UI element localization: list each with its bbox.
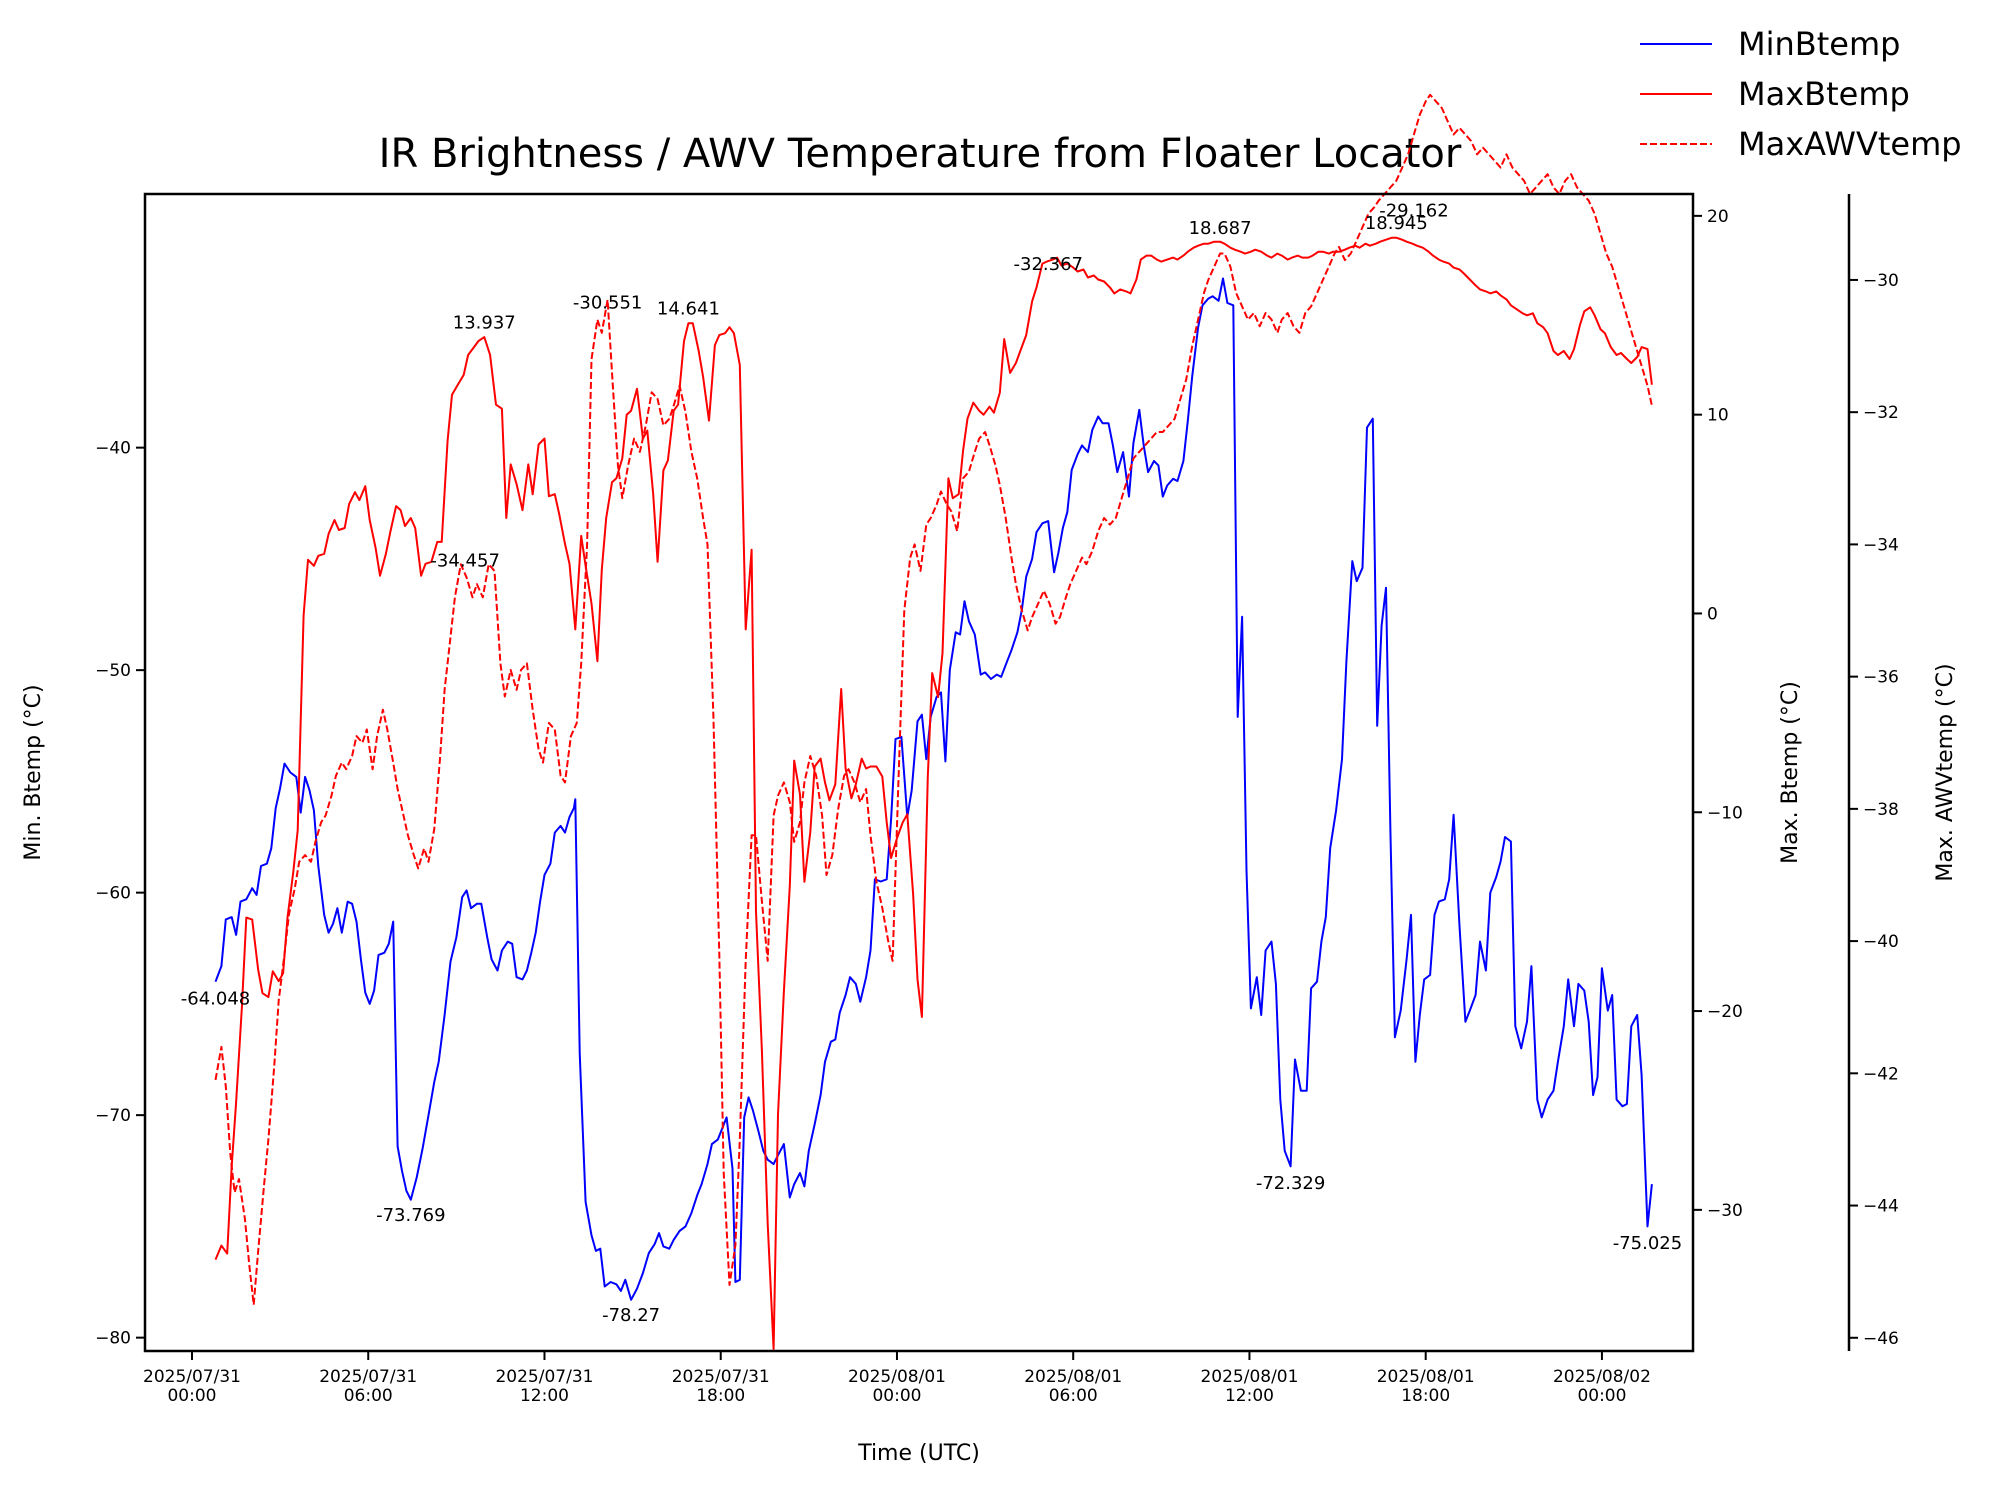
data-label: -75.025	[1613, 1233, 1682, 1254]
data-label: 18.687	[1189, 218, 1252, 239]
y-tick-label: −20	[1707, 1002, 1743, 1022]
x-tick-label-date: 2025/08/02	[1553, 1367, 1651, 1387]
x-tick-label-time: 00:00	[872, 1386, 921, 1406]
y-tick-label: −34	[1863, 535, 1899, 555]
x-tick-label-time: 00:00	[167, 1386, 216, 1406]
x-tick-label-time: 06:00	[344, 1386, 393, 1406]
x-tick-label-time: 18:00	[1401, 1386, 1450, 1406]
data-label: -64.048	[181, 989, 250, 1010]
y-axis-label-awv: Max. AWVtemp (°C)	[1933, 663, 1958, 881]
x-tick-label-time: 00:00	[1577, 1386, 1626, 1406]
legend-label-minbtemp: MinBtemp	[1738, 25, 1900, 63]
data-label: -73.769	[376, 1205, 445, 1226]
y-axis-label-max: Max. Btemp (°C)	[1778, 681, 1803, 864]
y-tick-label: −32	[1863, 403, 1899, 423]
data-label: 18.945	[1365, 213, 1428, 234]
legend: MinBtemp MaxBtemp MaxAWVtemp	[1640, 25, 1962, 163]
y-tick-label: −36	[1863, 668, 1899, 688]
y-axis-label-min: Min. Btemp (°C)	[21, 684, 46, 860]
y-tick-label: −80	[95, 1329, 131, 1349]
x-tick-label-time: 06:00	[1049, 1386, 1098, 1406]
y-tick-label: −42	[1863, 1064, 1899, 1084]
series-layer	[214, 93, 1653, 1350]
y-tick-label: −38	[1863, 800, 1899, 820]
y-tick-label: 10	[1707, 406, 1729, 426]
y-tick-label: 20	[1707, 207, 1729, 227]
x-tick-label-date: 2025/08/01	[848, 1367, 946, 1387]
x-tick-label-time: 12:00	[1225, 1386, 1274, 1406]
y-tick-label: −46	[1863, 1329, 1899, 1349]
x-tick-label-date: 2025/07/31	[495, 1367, 593, 1387]
x-tick-label-time: 18:00	[696, 1386, 745, 1406]
series-line-minbtemp	[214, 277, 1653, 1301]
annotation-layer: -64.048 -73.769 -78.27 -32.367 -72.329 -75.02…	[181, 201, 1682, 1327]
x-tick-label-time: 12:00	[520, 1386, 569, 1406]
x-tick-label-date: 2025/07/31	[319, 1367, 417, 1387]
plot-frame	[143, 192, 1695, 1353]
data-label: -29.162	[1379, 201, 1448, 222]
y-axis-min-btemp: −80 −70 −60 −50 −40 Min. Btemp (°C)	[21, 439, 145, 1349]
y-tick-label: −60	[95, 884, 131, 904]
data-label: -78.27	[602, 1305, 660, 1326]
data-label: -34.457	[430, 551, 499, 572]
y-axis-max-awvtemp: −46 −44 −42 −40 −38 −36 −34 −32 −30 Max. AWVtemp …	[1847, 194, 1958, 1351]
y-tick-label: −50	[95, 661, 131, 681]
data-label: 13.937	[453, 312, 516, 333]
legend-label-maxbtemp: MaxBtemp	[1738, 75, 1910, 113]
y-tick-label: 0	[1707, 604, 1718, 624]
data-label: -32.367	[1014, 254, 1083, 275]
x-tick-label-date: 2025/07/31	[143, 1367, 241, 1387]
y-tick-label: −10	[1707, 803, 1743, 823]
x-tick-label-date: 2025/08/01	[1024, 1367, 1122, 1387]
data-label: -30.551	[573, 292, 642, 313]
y-tick-label: −70	[95, 1106, 131, 1126]
x-tick-label-date: 2025/08/01	[1377, 1367, 1475, 1387]
y-axis-max-btemp: −30 −20 −10 0 10 20 Max. Btemp (°C)	[1693, 207, 1803, 1221]
series-line-maxawvtemp	[214, 93, 1653, 1306]
x-axis: 2025/07/3100:002025/07/3106:002025/07/31…	[143, 1351, 1651, 1406]
y-tick-label: −30	[1707, 1201, 1743, 1221]
data-label: 14.641	[657, 298, 720, 319]
y-tick-label: −40	[95, 439, 131, 459]
chart-title: IR Brightness / AWV Temperature from Flo…	[379, 131, 1462, 177]
y-tick-label: −30	[1863, 271, 1899, 291]
x-tick-label-date: 2025/08/01	[1200, 1367, 1298, 1387]
x-axis-label: Time (UTC)	[857, 1441, 980, 1466]
y-tick-label: −40	[1863, 932, 1899, 952]
data-label: -72.329	[1256, 1173, 1325, 1194]
series-line-maxbtemp	[214, 236, 1653, 1350]
legend-label-maxawvtemp: MaxAWVtemp	[1738, 125, 1962, 163]
x-tick-label-date: 2025/07/31	[672, 1367, 770, 1387]
y-tick-label: −44	[1863, 1197, 1899, 1217]
